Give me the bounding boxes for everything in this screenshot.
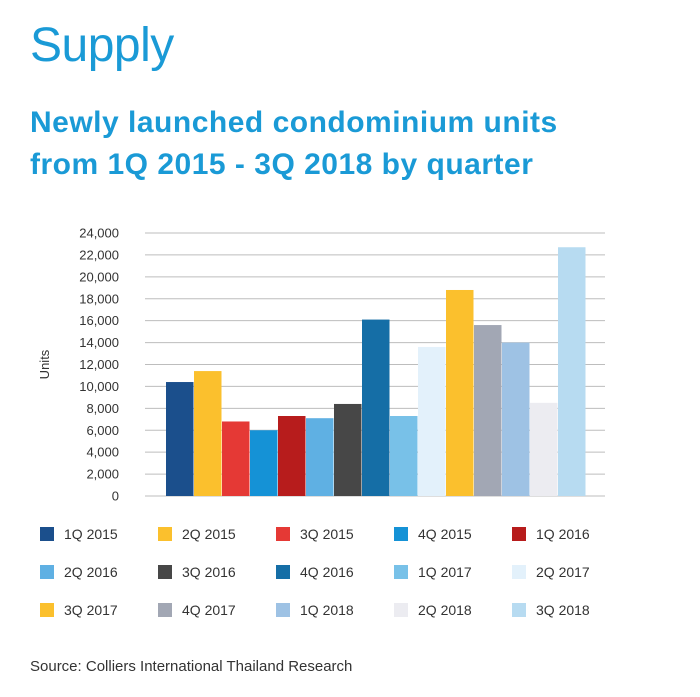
legend-item: 3Q 2018 bbox=[512, 600, 630, 620]
legend-item: 2Q 2017 bbox=[512, 562, 630, 582]
subtitle-line-1: Newly launched condominium units bbox=[30, 106, 558, 139]
bar bbox=[278, 416, 306, 496]
bar bbox=[362, 319, 390, 496]
page-heading: Supply bbox=[30, 19, 174, 72]
legend-item: 4Q 2015 bbox=[394, 524, 512, 544]
legend-item: 1Q 2018 bbox=[276, 600, 394, 620]
bar-chart: 0 2,000 4,000 6,000 8,000 10,000 12,000 14,000 1… bbox=[37, 226, 605, 504]
legend-item: 3Q 2015 bbox=[276, 524, 394, 544]
legend-label: 3Q 2018 bbox=[536, 602, 590, 618]
legend-swatch bbox=[394, 603, 408, 617]
chart-subtitle: Newly launched condominium units from 1Q… bbox=[30, 102, 690, 186]
legend-item: 4Q 2016 bbox=[276, 562, 394, 582]
bar bbox=[250, 430, 278, 496]
legend-item: 3Q 2017 bbox=[40, 600, 158, 620]
bar bbox=[166, 382, 194, 496]
y-tick-label: 4,000 bbox=[86, 445, 119, 460]
bar bbox=[474, 325, 502, 496]
bar bbox=[390, 416, 418, 496]
bar bbox=[194, 371, 222, 496]
legend-label: 4Q 2015 bbox=[418, 526, 472, 542]
legend-swatch bbox=[158, 603, 172, 617]
y-tick-label: 24,000 bbox=[79, 226, 119, 241]
legend-swatch bbox=[276, 527, 290, 541]
y-axis-label: Units bbox=[37, 349, 52, 379]
y-tick-label: 10,000 bbox=[79, 379, 119, 394]
legend-item: 2Q 2018 bbox=[394, 600, 512, 620]
y-tick-label: 0 bbox=[112, 489, 119, 504]
y-tick-label: 20,000 bbox=[79, 269, 119, 284]
legend-swatch bbox=[158, 565, 172, 579]
bar bbox=[558, 247, 586, 496]
bar bbox=[446, 289, 474, 496]
bar bbox=[418, 346, 446, 496]
subtitle-line-2: from 1Q 2015 - 3Q 2018 by quarter bbox=[30, 148, 534, 181]
bar bbox=[306, 418, 334, 496]
legend-label: 4Q 2017 bbox=[182, 602, 236, 618]
bar bbox=[222, 421, 250, 496]
legend-label: 2Q 2015 bbox=[182, 526, 236, 542]
source-note: Source: Colliers International Thailand … bbox=[30, 658, 353, 675]
legend-swatch bbox=[394, 565, 408, 579]
y-tick-label: 16,000 bbox=[79, 313, 119, 328]
y-tick-label: 18,000 bbox=[79, 291, 119, 306]
legend-item: 3Q 2016 bbox=[158, 562, 276, 582]
legend-label: 2Q 2018 bbox=[418, 602, 472, 618]
legend-label: 2Q 2017 bbox=[536, 564, 590, 580]
bar bbox=[530, 402, 558, 496]
bar bbox=[334, 403, 362, 496]
legend-label: 2Q 2016 bbox=[64, 564, 118, 580]
legend-swatch bbox=[276, 603, 290, 617]
chart-legend: 1Q 2015 2Q 2015 3Q 2015 4Q 2015 1Q 2016 2Q 20… bbox=[40, 524, 680, 620]
legend-swatch bbox=[512, 603, 526, 617]
legend-label: 3Q 2017 bbox=[64, 602, 118, 618]
legend-label: 3Q 2016 bbox=[182, 564, 236, 580]
legend-swatch bbox=[276, 565, 290, 579]
legend-label: 4Q 2016 bbox=[300, 564, 354, 580]
legend-label: 1Q 2017 bbox=[418, 564, 472, 580]
y-tick-label: 14,000 bbox=[79, 335, 119, 350]
y-tick-label: 12,000 bbox=[79, 357, 119, 372]
legend-swatch bbox=[394, 527, 408, 541]
legend-item: 4Q 2017 bbox=[158, 600, 276, 620]
legend-item: 1Q 2017 bbox=[394, 562, 512, 582]
legend-item: 1Q 2015 bbox=[40, 524, 158, 544]
legend-label: 1Q 2018 bbox=[300, 602, 354, 618]
legend-swatch bbox=[40, 565, 54, 579]
legend-item: 1Q 2016 bbox=[512, 524, 630, 544]
bar bbox=[502, 342, 530, 496]
legend-swatch bbox=[40, 603, 54, 617]
legend-label: 3Q 2015 bbox=[300, 526, 354, 542]
legend-item: 2Q 2016 bbox=[40, 562, 158, 582]
legend-swatch bbox=[40, 527, 54, 541]
legend-swatch bbox=[512, 527, 526, 541]
y-tick-label: 6,000 bbox=[86, 423, 119, 438]
y-tick-label: 8,000 bbox=[86, 401, 119, 416]
legend-swatch bbox=[158, 527, 172, 541]
legend-item: 2Q 2015 bbox=[158, 524, 276, 544]
y-tick-label: 22,000 bbox=[79, 247, 119, 262]
y-tick-label: 2,000 bbox=[86, 467, 119, 482]
legend-swatch bbox=[512, 565, 526, 579]
legend-label: 1Q 2016 bbox=[536, 526, 590, 542]
legend-label: 1Q 2015 bbox=[64, 526, 118, 542]
